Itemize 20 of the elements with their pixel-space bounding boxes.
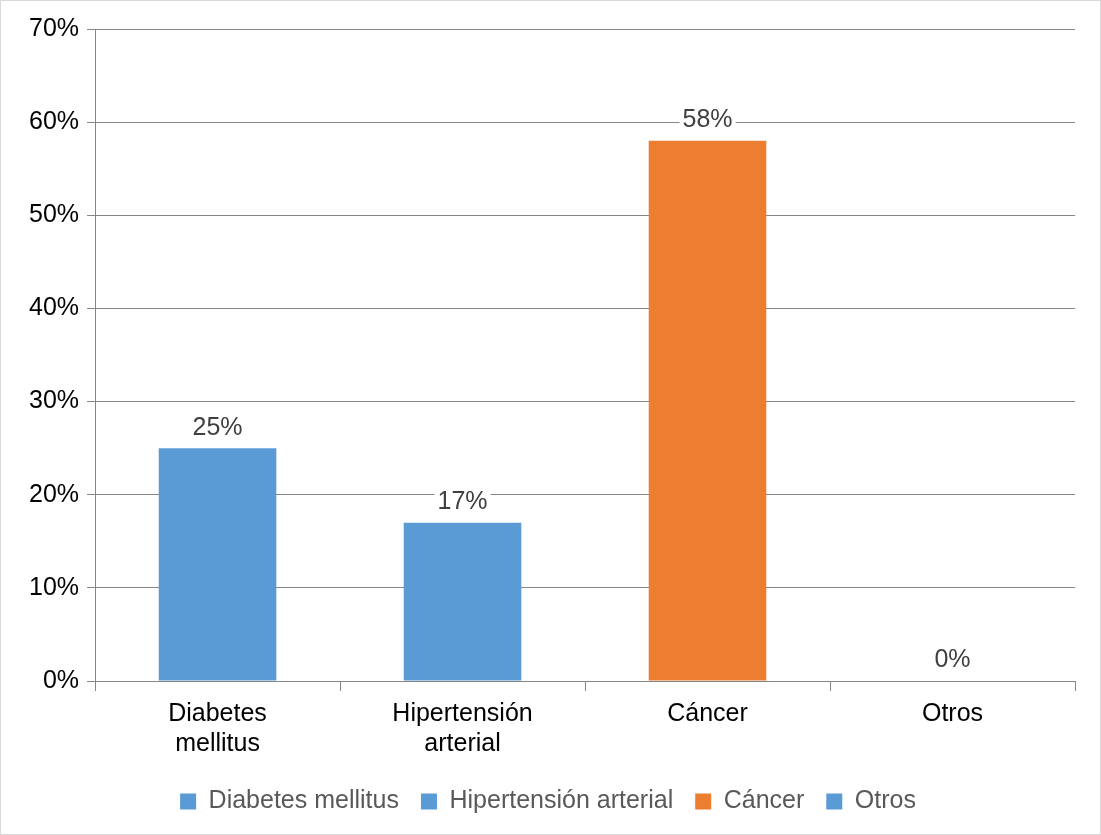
x-tick-label: Otros [921, 697, 984, 726]
y-tick-label: 60% [28, 106, 80, 135]
y-tick-label: 0% [42, 664, 80, 693]
x-tick-label: Diabetes mellitus [168, 697, 267, 756]
legend-label: Cáncer [723, 785, 805, 814]
y-tick-label: 20% [28, 478, 80, 507]
y-tick-label: 30% [28, 385, 80, 414]
data-label: 25% [192, 411, 243, 440]
x-tick-label: Hipertensión arterial [392, 697, 533, 756]
legend-label: Hipertensión arterial [449, 785, 674, 814]
data-label: 0% [934, 644, 971, 673]
x-tick-label: Cáncer [667, 697, 748, 726]
legend-label: Otros [854, 785, 916, 814]
data-label: 17% [437, 486, 488, 515]
y-tick-label: 10% [28, 571, 80, 600]
y-tick-label: 70% [28, 12, 80, 41]
data-label: 58% [682, 104, 733, 133]
legend-label: Diabetes mellitus [208, 785, 399, 814]
y-tick-label: 50% [28, 199, 80, 228]
y-tick-label: 40% [28, 292, 80, 321]
